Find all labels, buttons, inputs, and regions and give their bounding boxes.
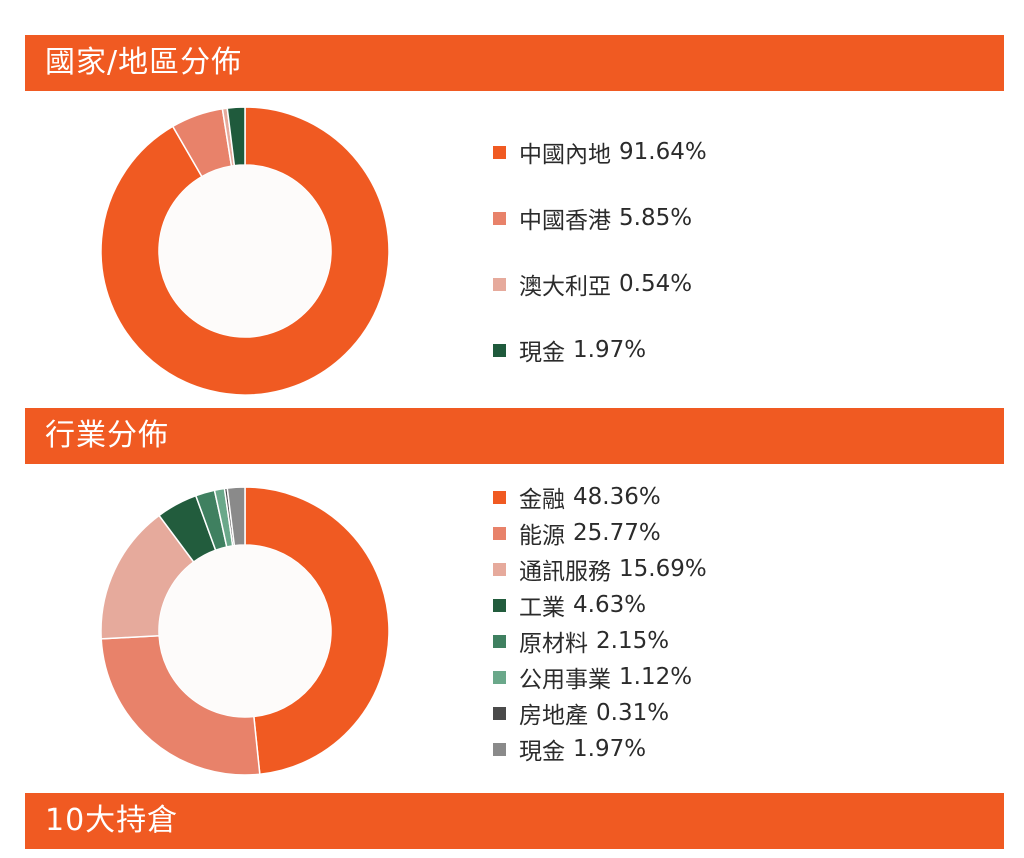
industry-legend-swatch (493, 634, 506, 648)
top10-section-header: 10大持倉 (25, 793, 1004, 849)
industry-legend-value: 15.69% (619, 556, 707, 582)
geo-legend-label: 現金 (519, 340, 565, 366)
industry-legend-label: 通訊服務 (519, 559, 611, 585)
industry-slice-0 (244, 486, 390, 776)
industry-legend-item: 原材料 2.15% (493, 623, 707, 659)
geo-legend-label: 澳大利亞 (519, 274, 611, 300)
industry-legend-value: 48.36% (573, 484, 661, 510)
industry-legend-value: 0.31% (596, 700, 670, 726)
industry-legend-value: 1.12% (619, 664, 693, 690)
industry-section-header: 行業分佈 (25, 408, 1004, 464)
industry-legend-swatch (493, 598, 506, 612)
industry-legend: 金融 48.36% 能源 25.77% 通訊服務 15.69% 工業 4.63% 原材料 2.15… (493, 479, 707, 767)
geo-legend-value: 91.64% (619, 139, 707, 165)
geo-section-title: 國家/地區分佈 (45, 45, 243, 80)
industry-legend-value: 25.77% (573, 520, 661, 546)
top10-section-title: 10大持倉 (45, 803, 179, 838)
industry-legend-label: 工業 (519, 595, 565, 621)
geo-legend-swatch (493, 277, 506, 291)
geo-section-header: 國家/地區分佈 (25, 35, 1004, 91)
geo-legend-label: 中國香港 (519, 208, 611, 234)
industry-legend-value: 1.97% (573, 736, 647, 762)
industry-legend-swatch (493, 490, 506, 504)
industry-donut-hole (159, 545, 331, 717)
industry-legend-item: 現金 1.97% (493, 731, 707, 767)
industry-legend-item: 金融 48.36% (493, 479, 707, 515)
industry-legend-swatch (493, 670, 506, 684)
geo-legend-value: 1.97% (573, 337, 647, 363)
geo-legend-item: 澳大利亞 0.54% (493, 265, 707, 303)
geo-legend-item: 現金 1.97% (493, 331, 707, 369)
industry-legend-label: 金融 (519, 487, 565, 513)
industry-legend-swatch (493, 526, 506, 540)
industry-legend-value: 2.15% (596, 628, 670, 654)
geo-legend-swatch (493, 211, 506, 225)
industry-legend-label: 原材料 (519, 631, 588, 657)
geo-legend-value: 0.54% (619, 271, 693, 297)
industry-donut-chart (100, 486, 390, 776)
industry-legend-swatch (493, 742, 506, 756)
geo-legend-swatch (493, 343, 506, 357)
geo-legend: 中國內地 91.64% 中國香港 5.85% 澳大利亞 0.54% 現金 1.97% (493, 133, 707, 397)
geo-legend-value: 5.85% (619, 205, 693, 231)
geo-legend-item: 中國內地 91.64% (493, 133, 707, 171)
industry-legend-item: 公用事業 1.12% (493, 659, 707, 695)
industry-legend-item: 通訊服務 15.69% (493, 551, 707, 587)
industry-legend-swatch (493, 706, 506, 720)
geo-donut-chart (100, 106, 390, 396)
industry-legend-label: 現金 (519, 739, 565, 765)
geo-legend-swatch (493, 145, 506, 159)
industry-legend-swatch (493, 562, 506, 576)
industry-legend-label: 能源 (519, 523, 565, 549)
geo-legend-label: 中國內地 (519, 142, 611, 168)
industry-legend-item: 房地產 0.31% (493, 695, 707, 731)
geo-donut-hole (159, 165, 331, 337)
industry-legend-value: 4.63% (573, 592, 647, 618)
industry-legend-item: 能源 25.77% (493, 515, 707, 551)
industry-legend-item: 工業 4.63% (493, 587, 707, 623)
industry-section-title: 行業分佈 (45, 418, 169, 453)
industry-legend-label: 公用事業 (519, 667, 611, 693)
industry-legend-label: 房地產 (519, 703, 588, 729)
geo-legend-item: 中國香港 5.85% (493, 199, 707, 237)
